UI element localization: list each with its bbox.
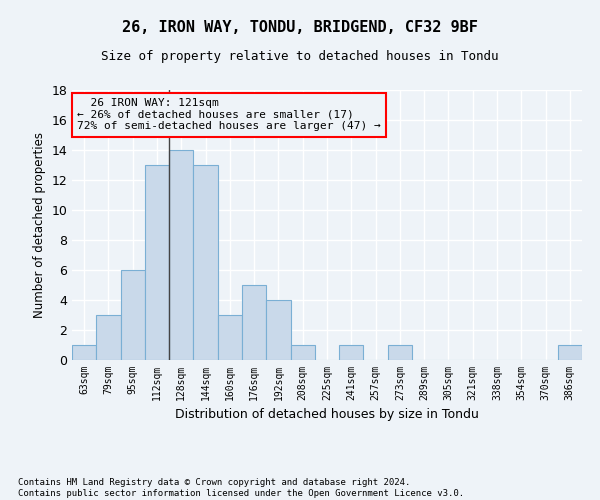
Text: Contains HM Land Registry data © Crown copyright and database right 2024.
Contai: Contains HM Land Registry data © Crown c… bbox=[18, 478, 464, 498]
Bar bbox=[72, 345, 96, 360]
Bar bbox=[290, 345, 315, 360]
Bar bbox=[121, 270, 145, 360]
Bar bbox=[169, 150, 193, 360]
Text: 26 IRON WAY: 121sqm
← 26% of detached houses are smaller (17)
72% of semi-detach: 26 IRON WAY: 121sqm ← 26% of detached ho… bbox=[77, 98, 381, 132]
Bar bbox=[339, 345, 364, 360]
Bar bbox=[145, 165, 169, 360]
Bar bbox=[242, 285, 266, 360]
Bar bbox=[266, 300, 290, 360]
Text: Size of property relative to detached houses in Tondu: Size of property relative to detached ho… bbox=[101, 50, 499, 63]
Bar bbox=[193, 165, 218, 360]
Text: 26, IRON WAY, TONDU, BRIDGEND, CF32 9BF: 26, IRON WAY, TONDU, BRIDGEND, CF32 9BF bbox=[122, 20, 478, 35]
Bar bbox=[558, 345, 582, 360]
Bar bbox=[96, 315, 121, 360]
X-axis label: Distribution of detached houses by size in Tondu: Distribution of detached houses by size … bbox=[175, 408, 479, 422]
Y-axis label: Number of detached properties: Number of detached properties bbox=[33, 132, 46, 318]
Bar bbox=[218, 315, 242, 360]
Bar bbox=[388, 345, 412, 360]
